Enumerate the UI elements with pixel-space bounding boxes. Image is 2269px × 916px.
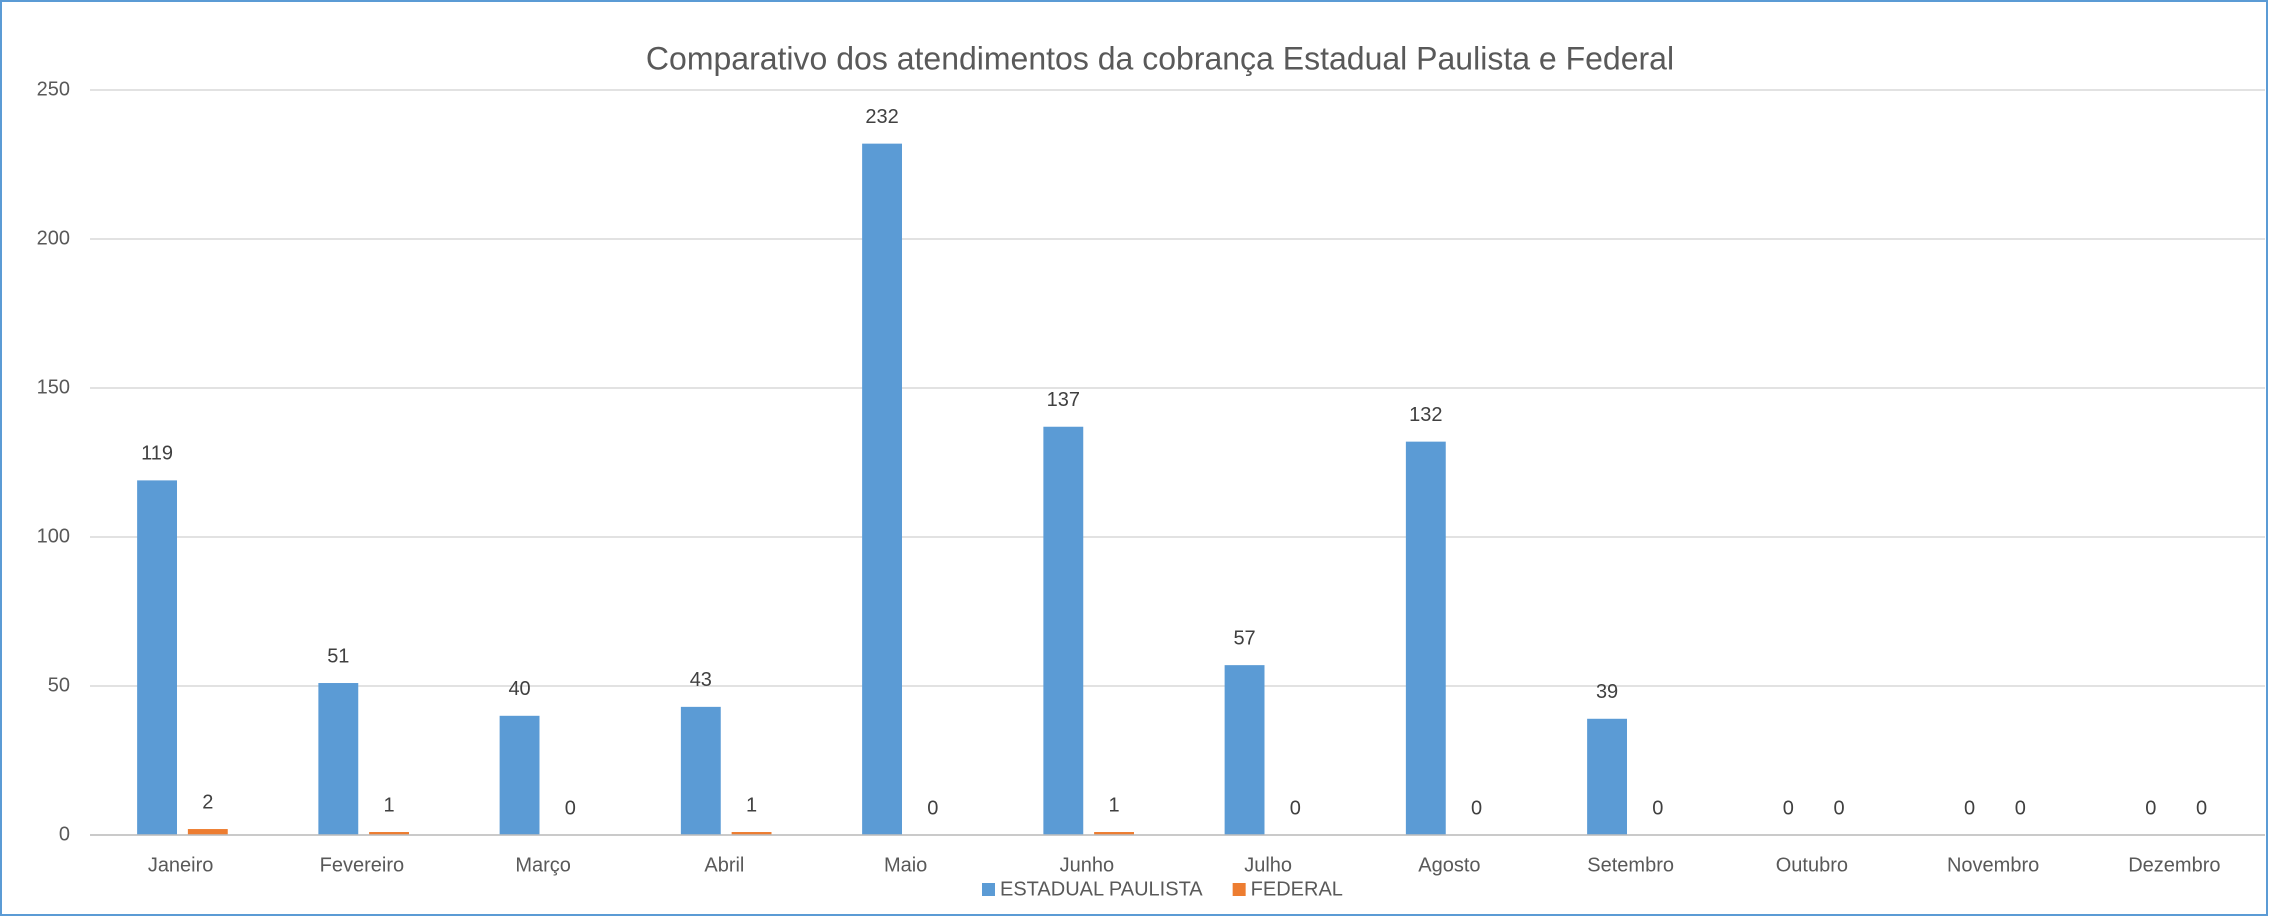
- x-tick-label: Setembro: [1587, 854, 1674, 876]
- x-tick-label: Outubro: [1776, 854, 1848, 876]
- bar: [187, 829, 228, 835]
- bar: [318, 683, 359, 835]
- data-label: 0: [2015, 797, 2026, 819]
- data-label: 1: [746, 794, 757, 816]
- y-tick-label: 250: [37, 78, 70, 100]
- chart-title: Comparativo dos atendimentos da cobrança…: [646, 40, 1674, 76]
- data-label: 43: [690, 669, 712, 691]
- data-label: 0: [2145, 797, 2156, 819]
- x-tick-label: Maio: [884, 854, 927, 876]
- data-label: 2: [202, 791, 213, 813]
- data-label: 0: [1834, 797, 1845, 819]
- x-tick-label: Abril: [704, 854, 744, 876]
- data-label: 1: [384, 794, 395, 816]
- data-label: 119: [141, 443, 173, 465]
- y-tick-label: 50: [48, 674, 70, 696]
- data-label: 232: [865, 106, 898, 128]
- bar: [1094, 832, 1134, 835]
- bar: [1224, 665, 1265, 835]
- bar: [731, 832, 772, 835]
- data-label: 0: [1471, 797, 1482, 819]
- legend-label: FEDERAL: [1251, 878, 1343, 900]
- legend-label: ESTADUAL PAULISTA: [1000, 878, 1203, 900]
- data-label: 0: [1652, 797, 1663, 819]
- bar: [137, 480, 177, 835]
- bar: [680, 706, 721, 835]
- data-label: 40: [508, 678, 530, 700]
- y-tick-label: 0: [59, 823, 70, 845]
- data-label: 0: [1964, 797, 1975, 819]
- data-label: 132: [1409, 404, 1442, 426]
- x-tick-label: Junho: [1060, 854, 1115, 876]
- y-tick-label: 150: [37, 376, 70, 398]
- bar: [862, 143, 902, 835]
- x-tick-label: Janeiro: [148, 854, 214, 876]
- x-tick-label: Março: [515, 854, 571, 876]
- data-label: 39: [1596, 681, 1618, 703]
- data-label: 137: [1047, 389, 1080, 411]
- x-tick-label: Novembro: [1947, 854, 2039, 876]
- data-label: 0: [1290, 797, 1301, 819]
- y-tick-label: 100: [37, 525, 70, 547]
- data-label: 0: [565, 797, 576, 819]
- bar: [369, 832, 409, 835]
- data-label: 1: [1109, 794, 1120, 816]
- legend-swatch: [982, 883, 995, 896]
- data-label: 0: [1783, 797, 1794, 819]
- data-label: 57: [1233, 627, 1255, 649]
- bar: [1405, 441, 1446, 835]
- data-label: 0: [927, 797, 938, 819]
- x-tick-label: Agosto: [1418, 854, 1480, 876]
- x-tick-label: Julho: [1244, 854, 1292, 876]
- bar: [499, 715, 540, 835]
- legend-swatch: [1232, 883, 1246, 896]
- data-label: 0: [2196, 797, 2207, 819]
- y-tick-label: 200: [37, 227, 70, 249]
- x-tick-label: Dezembro: [2128, 854, 2220, 876]
- x-tick-label: Fevereiro: [320, 854, 404, 876]
- bar: [1043, 426, 1084, 835]
- bar: [1587, 718, 1627, 835]
- data-label: 51: [327, 645, 349, 667]
